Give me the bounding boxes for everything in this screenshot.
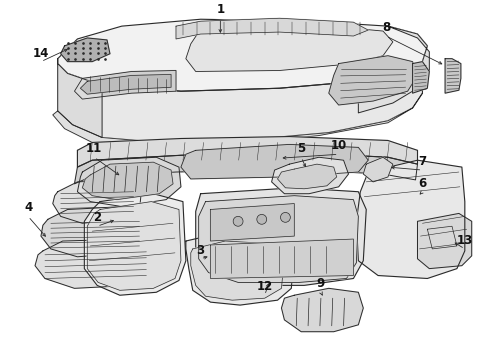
Polygon shape xyxy=(41,207,149,257)
Polygon shape xyxy=(35,239,156,288)
Polygon shape xyxy=(191,241,284,300)
Text: 7: 7 xyxy=(418,155,426,168)
Polygon shape xyxy=(80,75,171,94)
Text: 5: 5 xyxy=(297,142,305,155)
Circle shape xyxy=(233,216,243,226)
Text: 13: 13 xyxy=(457,234,473,247)
Polygon shape xyxy=(58,19,427,91)
Polygon shape xyxy=(329,56,417,105)
Text: 2: 2 xyxy=(93,211,101,224)
Polygon shape xyxy=(58,62,422,143)
Polygon shape xyxy=(181,144,368,179)
Polygon shape xyxy=(427,226,457,249)
Polygon shape xyxy=(358,26,429,113)
Polygon shape xyxy=(77,136,417,167)
Polygon shape xyxy=(281,288,363,332)
Text: 8: 8 xyxy=(382,21,390,34)
Circle shape xyxy=(257,215,267,224)
Polygon shape xyxy=(53,180,142,223)
Polygon shape xyxy=(61,38,110,62)
Text: 3: 3 xyxy=(196,244,205,257)
Polygon shape xyxy=(363,157,393,182)
Text: 9: 9 xyxy=(317,277,325,290)
Polygon shape xyxy=(277,164,337,189)
Text: 12: 12 xyxy=(257,280,273,293)
Polygon shape xyxy=(417,213,472,269)
Text: 1: 1 xyxy=(216,3,224,16)
Circle shape xyxy=(280,212,291,222)
Text: 10: 10 xyxy=(331,139,347,152)
Polygon shape xyxy=(196,188,366,285)
Polygon shape xyxy=(198,196,358,283)
Polygon shape xyxy=(356,160,465,279)
Polygon shape xyxy=(53,93,422,147)
Polygon shape xyxy=(186,24,393,72)
Polygon shape xyxy=(58,59,102,138)
Polygon shape xyxy=(87,202,181,290)
Polygon shape xyxy=(74,71,176,99)
Polygon shape xyxy=(74,152,417,184)
Text: 6: 6 xyxy=(418,177,427,190)
Polygon shape xyxy=(82,162,173,200)
Text: 4: 4 xyxy=(24,201,32,215)
Polygon shape xyxy=(211,203,294,241)
Text: 14: 14 xyxy=(33,47,49,60)
Polygon shape xyxy=(271,157,348,194)
Polygon shape xyxy=(445,59,461,93)
Polygon shape xyxy=(77,157,181,207)
Polygon shape xyxy=(413,62,429,93)
Polygon shape xyxy=(186,233,294,305)
Polygon shape xyxy=(176,18,368,39)
Polygon shape xyxy=(211,239,353,279)
Polygon shape xyxy=(84,194,186,295)
Text: 11: 11 xyxy=(86,142,102,155)
